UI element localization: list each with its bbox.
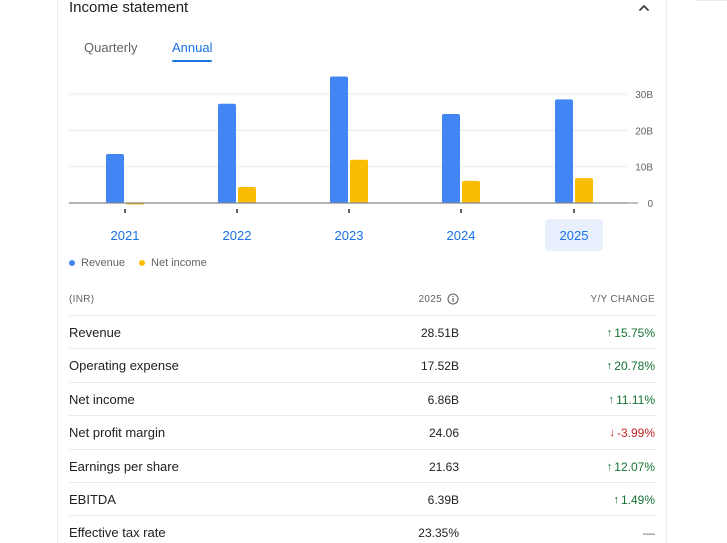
table-row-value: 28.51B bbox=[420, 326, 459, 340]
revenue-dot-icon bbox=[69, 260, 75, 266]
chevron-up-icon[interactable] bbox=[637, 1, 651, 15]
bar-revenue-2023 bbox=[330, 76, 348, 203]
table-row-divider bbox=[69, 415, 657, 417]
table-row-change: — bbox=[643, 526, 655, 540]
table-row-change-text: 15.75% bbox=[614, 326, 655, 340]
table-row-divider bbox=[69, 448, 657, 450]
table-row-change: ↑ 11.11% bbox=[609, 393, 655, 407]
table-row-change-text: — bbox=[643, 526, 655, 541]
info-icon[interactable] bbox=[447, 293, 459, 305]
x-tick-label-2022[interactable]: 2022 bbox=[222, 228, 252, 243]
legend-revenue: Revenue bbox=[69, 257, 125, 269]
net-income-dot-icon bbox=[139, 260, 146, 266]
x-tick-mark bbox=[573, 209, 575, 213]
table-row-change: ↑ 1.49% bbox=[613, 493, 655, 507]
bar-net-income-2023 bbox=[350, 159, 368, 203]
card-title: Income statement bbox=[69, 0, 189, 16]
y-tick-label: 0 bbox=[647, 199, 653, 210]
arrow-up-icon: ↑ bbox=[606, 327, 613, 339]
x-tick-mark bbox=[460, 209, 462, 213]
table-row-value: 21.63 bbox=[428, 459, 459, 474]
table-unit-header: (INR) bbox=[69, 294, 95, 305]
table-row-name: Net profit margin bbox=[69, 425, 166, 441]
x-tick-label-2024[interactable]: 2024 bbox=[446, 228, 476, 243]
tab-annual[interactable]: Annual bbox=[172, 40, 213, 55]
table-row-name: Operating expense bbox=[69, 358, 179, 374]
table-row-value: 24.06 bbox=[428, 426, 459, 441]
table-row-divider bbox=[69, 381, 657, 383]
table-row-name: Earnings per share bbox=[69, 458, 179, 474]
table-row-divider bbox=[69, 315, 657, 316]
bar-revenue-2022 bbox=[218, 103, 236, 203]
adjacent-panel-border bbox=[695, 0, 727, 1]
table-row-change: ↑ 12.07% bbox=[607, 460, 655, 474]
table-row-change: ↓ -3.99% bbox=[609, 426, 655, 440]
table-row-change-text: -3.99% bbox=[616, 426, 655, 441]
y-tick-label: 30B bbox=[635, 90, 653, 101]
table-row-value: 17.52B bbox=[420, 359, 459, 374]
arrow-up-icon: ↑ bbox=[606, 360, 613, 373]
table-row-divider bbox=[69, 348, 657, 350]
table-row-name: Revenue bbox=[69, 325, 122, 340]
arrow-up-icon: ↑ bbox=[613, 494, 619, 506]
legend-net-income-label: Net income bbox=[151, 257, 207, 269]
table-row-change-text: 20.78% bbox=[614, 359, 655, 374]
income-bar-chart: 30B 20B 10B 0 bbox=[69, 76, 653, 213]
table-row-value: 23.35% bbox=[418, 526, 459, 541]
chart-legend: Revenue Net income bbox=[69, 257, 221, 269]
table-row-name: EBITDA bbox=[69, 492, 116, 507]
table-row-value: 6.39B bbox=[427, 493, 459, 507]
y-tick-label: 20B bbox=[635, 126, 653, 137]
arrow-down-icon: ↓ bbox=[609, 427, 615, 440]
tab-annual-indicator bbox=[172, 60, 212, 62]
x-tick-label-2021[interactable]: 2021 bbox=[110, 228, 140, 243]
legend-net-income: Net income bbox=[139, 257, 207, 269]
table-row-change-text: 12.07% bbox=[614, 459, 655, 474]
table-change-header: Y/Y CHANGE bbox=[590, 294, 655, 305]
bar-revenue-2024 bbox=[442, 113, 460, 203]
bar-net-income-2025 bbox=[575, 178, 593, 203]
x-tick-mark bbox=[236, 209, 238, 213]
income-statement-card bbox=[57, 0, 667, 543]
table-row-divider bbox=[69, 482, 657, 483]
bar-net-income-2024 bbox=[462, 180, 480, 203]
table-row-change: ↑ 20.78% bbox=[607, 359, 655, 373]
bar-net-income-2022 bbox=[238, 187, 256, 203]
table-year-header: 2025 bbox=[418, 294, 442, 305]
x-tick-mark bbox=[348, 209, 350, 213]
table-row-value: 6.86B bbox=[427, 392, 459, 407]
table-row-name: Effective tax rate bbox=[69, 525, 166, 541]
bar-revenue-2021 bbox=[106, 153, 124, 203]
table-row-change-text: 11.11% bbox=[616, 392, 655, 407]
x-tick-mark bbox=[124, 209, 126, 213]
x-tick-label-2023[interactable]: 2023 bbox=[334, 228, 364, 243]
table-row-change: ↑ 15.75% bbox=[607, 326, 655, 340]
legend-revenue-label: Revenue bbox=[81, 257, 126, 269]
y-tick-label: 10B bbox=[635, 163, 653, 174]
bar-revenue-2025 bbox=[555, 99, 573, 203]
table-row-divider bbox=[69, 515, 657, 517]
x-tick-label-2025[interactable]: 2025 bbox=[559, 228, 589, 243]
table-row-change-text: 1.49% bbox=[620, 493, 655, 507]
table-row-name: Net income bbox=[69, 391, 135, 407]
tab-quarterly[interactable]: Quarterly bbox=[84, 40, 138, 55]
arrow-up-icon: ↑ bbox=[608, 393, 615, 406]
selected-year-highlight bbox=[545, 219, 603, 251]
arrow-up-icon: ↑ bbox=[606, 460, 613, 473]
